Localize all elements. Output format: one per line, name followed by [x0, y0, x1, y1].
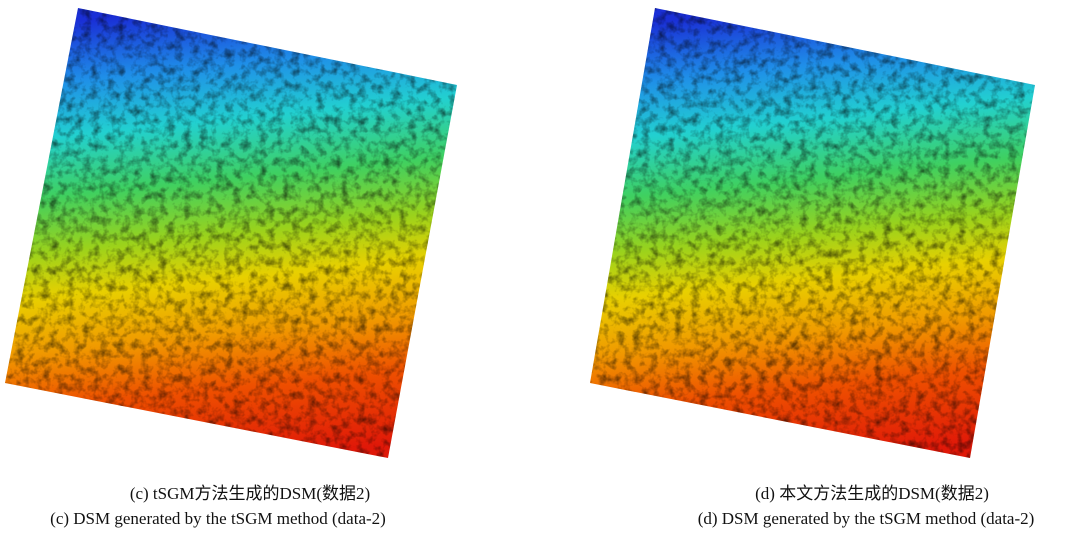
- dsm-image-c: [0, 0, 470, 470]
- caption-en: (d) DSM generated by the tSGM method (da…: [698, 509, 1035, 528]
- figure: (c) tSGM方法生成的DSM(数据2) (c) DSM generated …: [0, 0, 1088, 539]
- caption-en: (c) DSM generated by the tSGM method (da…: [50, 509, 386, 528]
- caption-zh: (c) tSGM方法生成的DSM(数据2): [130, 484, 370, 503]
- dsm-image-d: [580, 0, 1050, 470]
- page: {"figures": [ {"caption_zh": "(c) tSGM方法…: [0, 0, 1088, 539]
- caption-zh: (d) 本文方法生成的DSM(数据2): [755, 484, 989, 503]
- terrain-texture: [0, 0, 470, 470]
- terrain-texture: [580, 0, 1050, 470]
